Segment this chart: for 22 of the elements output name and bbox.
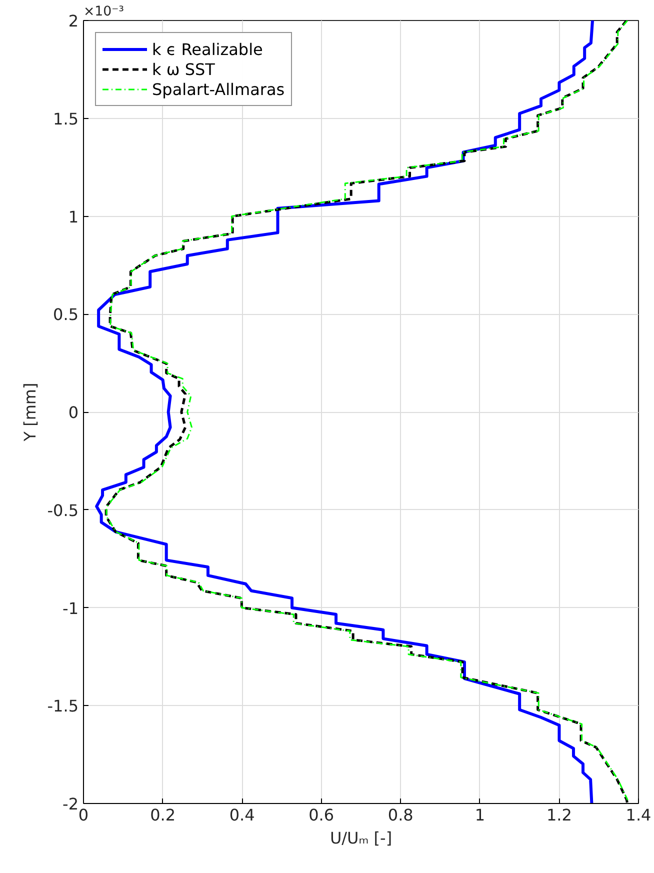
x-tick-label: 0.2: [150, 806, 176, 824]
x-tick-label: 1.4: [626, 806, 652, 824]
y-tick-label: 1.5: [53, 109, 79, 128]
x-tick-label: 0.4: [229, 806, 255, 824]
y-tick-label: -2: [62, 794, 78, 814]
text: ×10⁻³: [84, 4, 124, 20]
x-axis-title: U/Uₘ [-]: [330, 828, 392, 848]
x-tick-label: 1: [474, 806, 486, 824]
x-tick-label: 0.8: [388, 806, 414, 824]
y-axis-title: Y [mm]: [20, 382, 40, 442]
y-tick-label: 0.5: [53, 305, 79, 324]
y-tick-label: 1: [68, 207, 79, 226]
y-tick-label: -1.5: [47, 696, 78, 716]
y-tick-label: 0: [68, 403, 79, 422]
y-tick-label: -1: [62, 598, 78, 618]
x-tick-label: 1.2: [546, 806, 572, 824]
legend-label: k ω SST: [152, 60, 215, 78]
legend-label: Spalart-Allmaras: [152, 80, 285, 98]
legend-label: k ϵ Realizable: [152, 40, 263, 58]
y-tick-label: 2: [68, 12, 79, 30]
y-tick-label: -0.5: [47, 500, 78, 520]
x-tick-label: 0.6: [308, 806, 334, 824]
